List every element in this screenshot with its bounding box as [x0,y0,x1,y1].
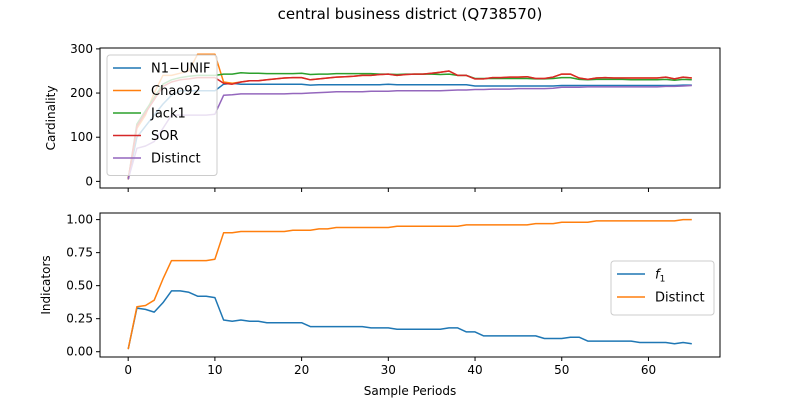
indicators-panel: 0 10 20 30 40 50 60 0.00 0.25 0.50 0.75 1.00 Indicat… [39,212,721,398]
legend-label-jack1: Jack1 [150,107,186,122]
legend-label-f1: f1 [655,268,665,285]
x-axis-label: Sample Periods [364,384,456,398]
legend-label-distinct: Distinct [151,152,201,167]
y-tick-label: 200 [70,86,93,100]
x-tick-label: 50 [554,363,569,377]
legend-label-distinct: Distinct [655,291,705,306]
y-tick-label: 0.25 [66,312,93,326]
y-tick-label: 0 [85,174,93,188]
y-tick-label: 1.00 [66,213,93,227]
legend: f1 Distinct [610,260,715,316]
series-line-f1 [127,290,692,350]
legend-label-chao92: Chao92 [151,84,201,99]
y-tick-label: 300 [70,42,93,56]
series-line-distinct [127,218,692,350]
y-tick-label: 0.75 [66,246,93,260]
x-tick-label: 20 [294,363,309,377]
legend-box [610,260,715,316]
y-axis-label: Cardinality [44,86,58,151]
x-tick-label: 0 [124,363,132,377]
cardinality-panel: 0 100 200 300 Cardinality N1−UNIF Chao92 Jack1 S… [44,42,721,192]
series-line-n1-unif [127,82,692,180]
x-tick-label: 10 [207,363,222,377]
y-tick-label: 0.00 [66,345,93,359]
y-tick-label: 100 [70,130,93,144]
x-tick-label: 40 [467,363,482,377]
x-tick-label: 30 [381,363,396,377]
legend-label-n1-unif: N1−UNIF [151,62,210,77]
series-line-sor [127,70,692,180]
series-line-distinct [127,84,692,180]
legend-box [106,54,218,176]
axes-frame [99,47,721,189]
figure-title: central business district (Q738570) [278,5,543,23]
axes-frame [99,212,721,358]
y-tick-label: 0.50 [66,279,93,293]
y-axis-label: Indicators [39,255,53,314]
legend: N1−UNIF Chao92 Jack1 SOR Distinct [106,54,218,176]
x-tick-label: 60 [641,363,656,377]
legend-label-sor: SOR [151,129,179,144]
